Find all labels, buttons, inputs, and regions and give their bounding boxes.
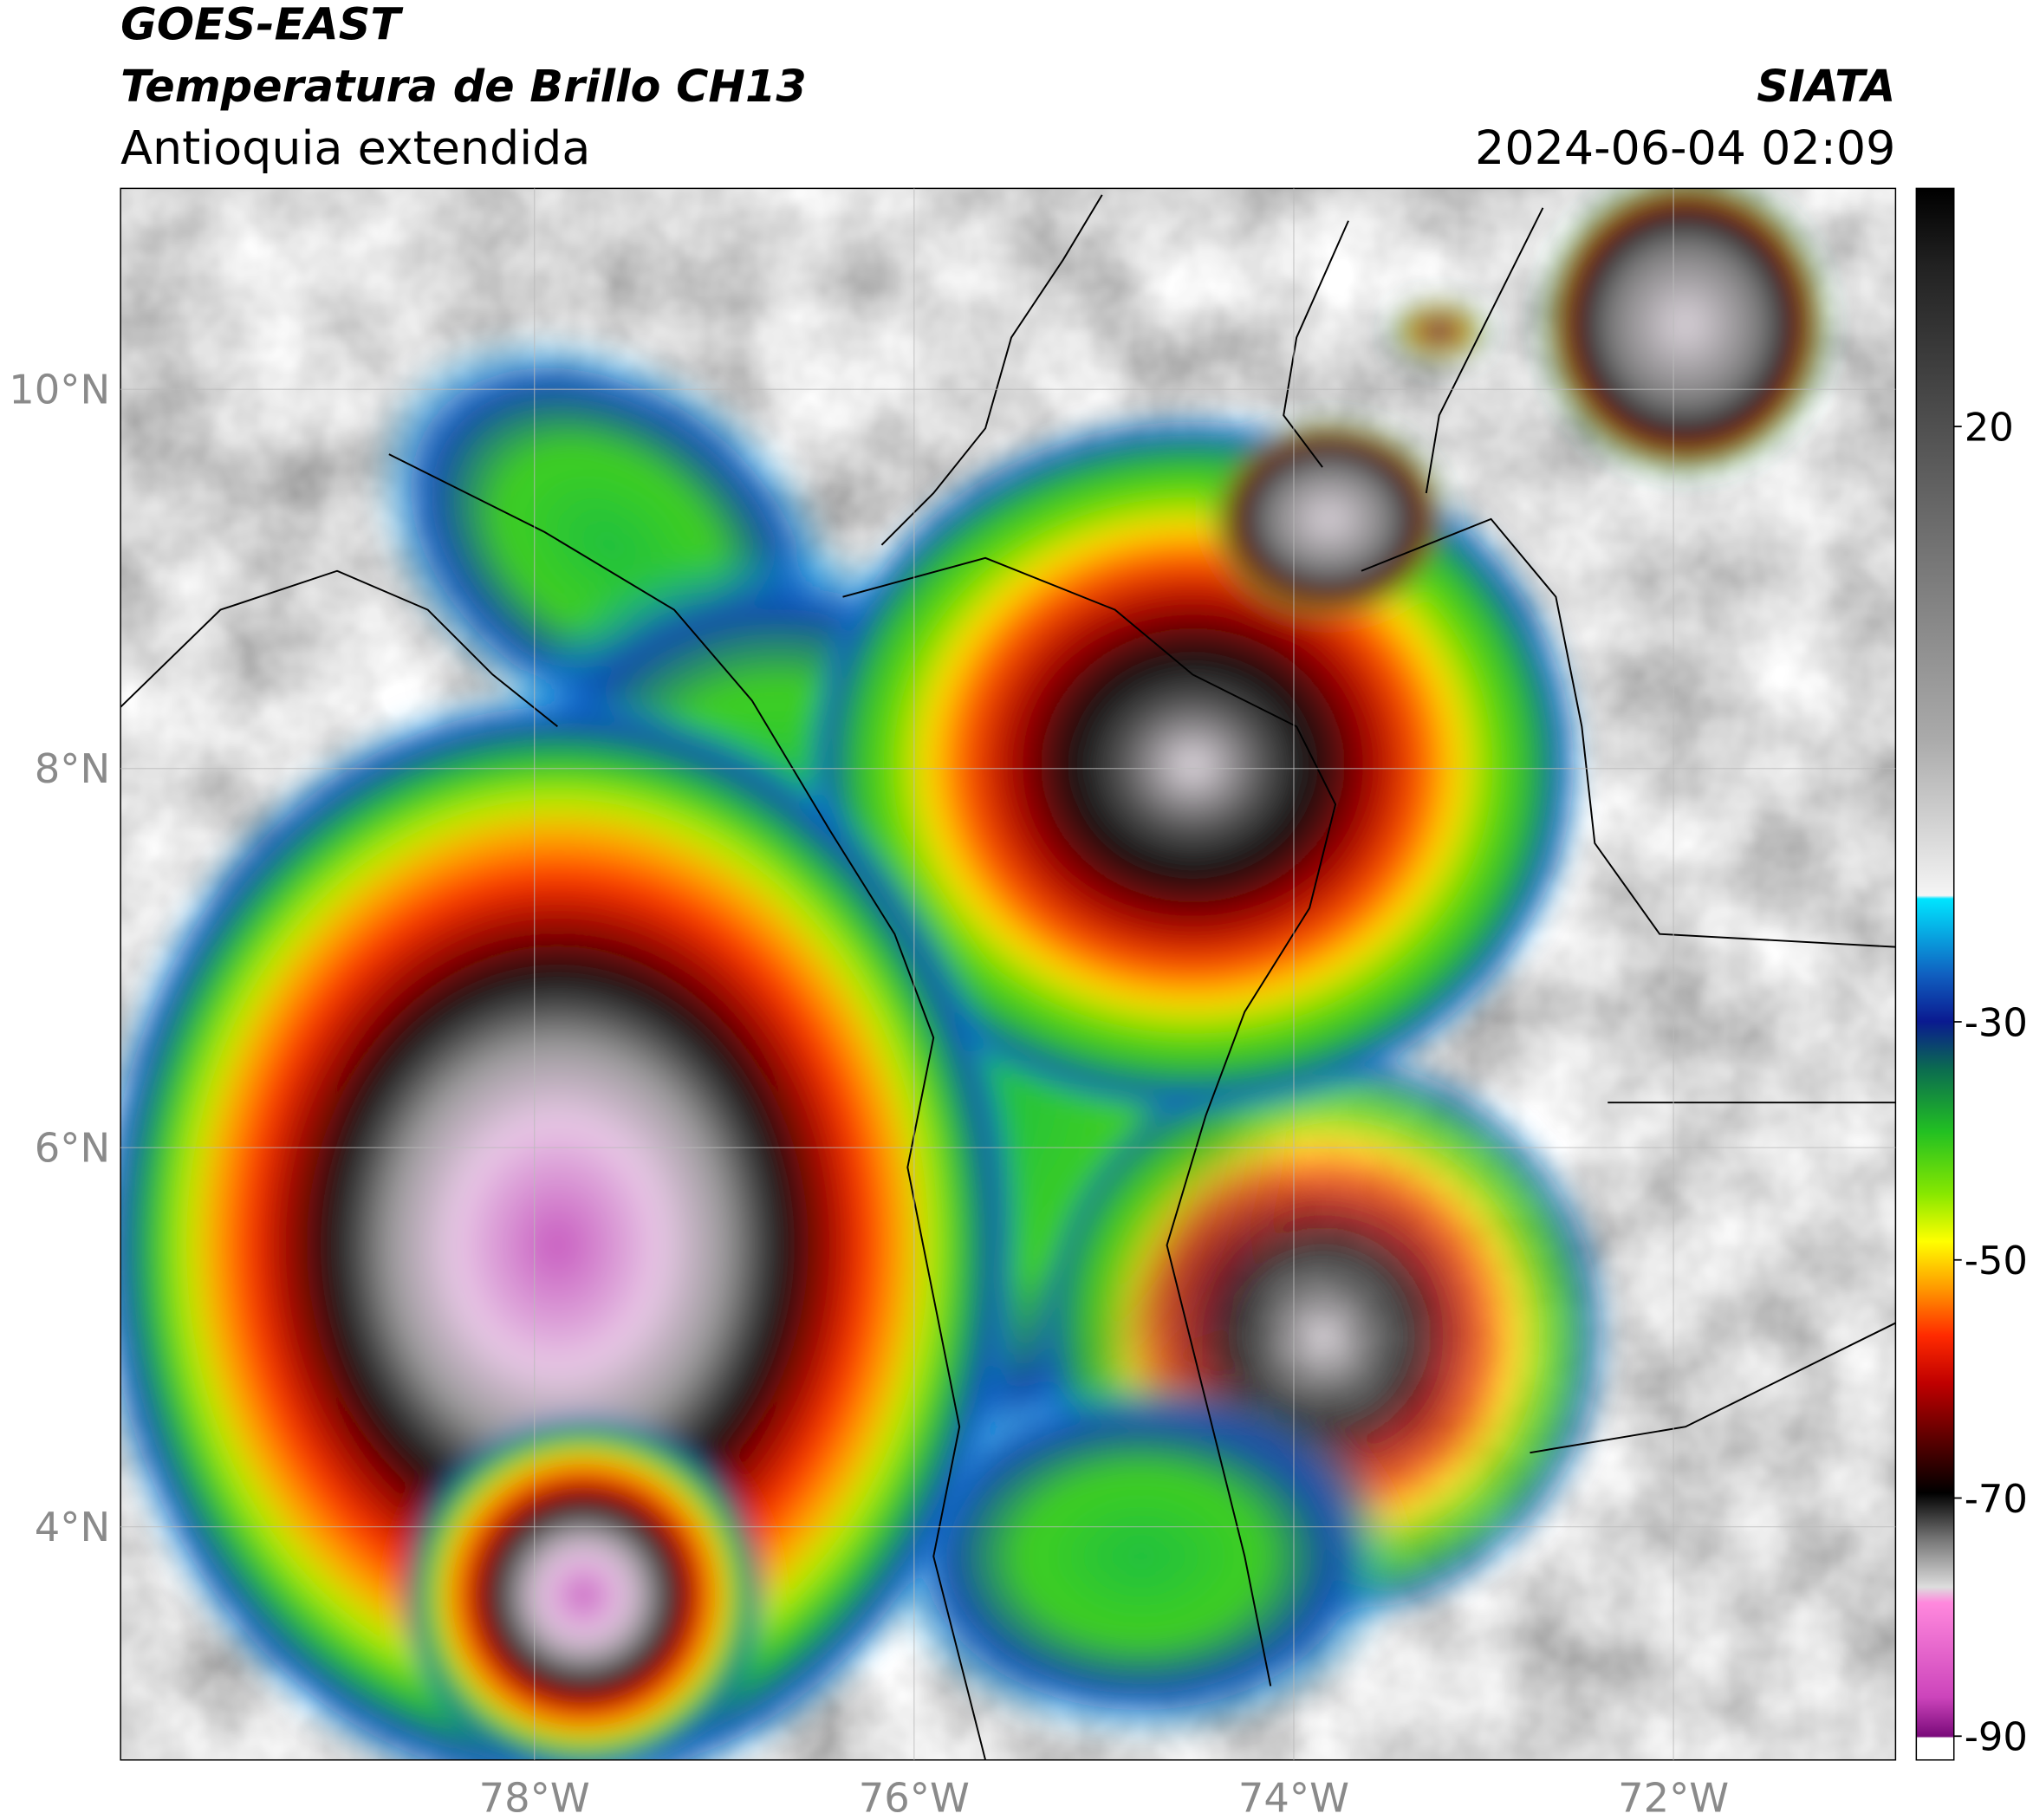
satellite-image xyxy=(120,188,1896,1760)
y-tick-label: 6°N xyxy=(35,1125,110,1172)
colorbar-tick-label: -90 xyxy=(1965,1714,2028,1760)
colorbar xyxy=(1915,187,1955,1761)
region: Antioquia extendida xyxy=(120,120,590,175)
source: SIATA xyxy=(1757,61,1895,112)
colorbar-tick-label: -30 xyxy=(1965,999,2028,1045)
x-tick-label: 76°W xyxy=(859,1775,970,1820)
x-tick-label: 74°W xyxy=(1238,1775,1349,1820)
colorbar-tick-label: -50 xyxy=(1965,1238,2028,1284)
title: GOES-EAST xyxy=(120,0,404,49)
timestamp: 2024-06-04 02:09 xyxy=(1475,120,1895,175)
ticks: 78°W 76°W 74°W 72°W 4°N 6°N 8°N 10°N 20 -30 -50 -70… xyxy=(9,188,2028,1820)
map-frame xyxy=(120,187,1897,1761)
y-tick-label: 10°N xyxy=(9,367,110,413)
subtitle: Temperatura de Brillo CH13 xyxy=(120,61,807,112)
colorbar-tick-label: 20 xyxy=(1965,405,2014,451)
y-tick-label: 8°N xyxy=(35,745,110,792)
x-tick-label: 72°W xyxy=(1618,1775,1729,1820)
y-tick-label: 4°N xyxy=(35,1504,110,1550)
colorbar-tick-label: -70 xyxy=(1965,1476,2028,1522)
x-tick-label: 78°W xyxy=(479,1775,590,1820)
